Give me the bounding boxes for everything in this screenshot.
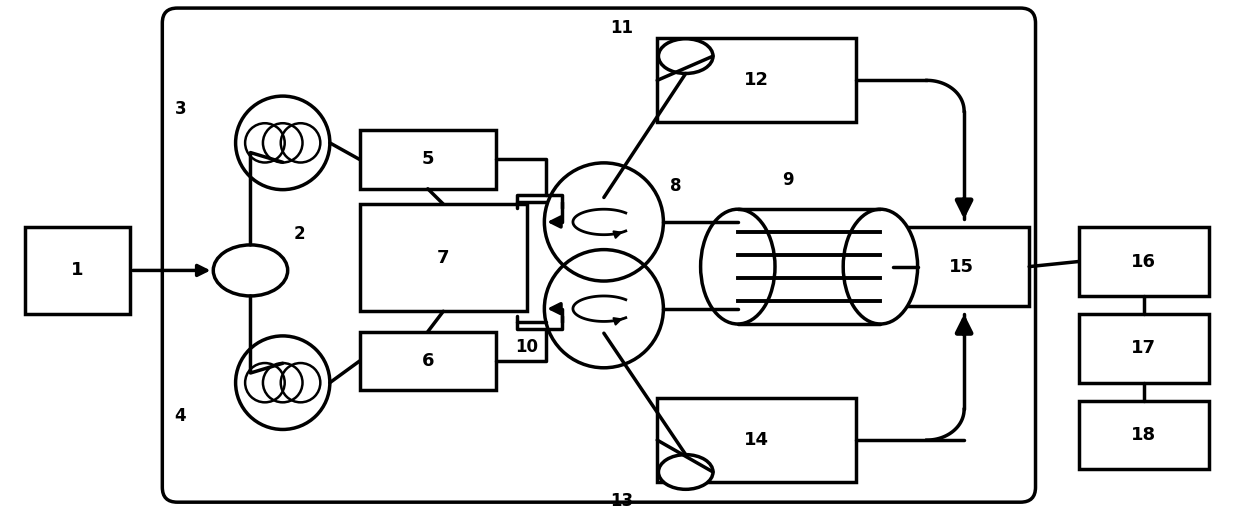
- Text: 17: 17: [1131, 339, 1157, 357]
- Bar: [360, 332, 496, 390]
- Ellipse shape: [658, 454, 713, 489]
- Text: 16: 16: [1131, 252, 1157, 270]
- Text: 3: 3: [175, 100, 186, 118]
- Bar: [360, 130, 496, 189]
- Ellipse shape: [701, 209, 775, 324]
- Text: 12: 12: [744, 71, 769, 89]
- Text: 18: 18: [1131, 426, 1157, 444]
- Bar: [657, 38, 856, 122]
- Text: 5: 5: [422, 151, 434, 169]
- Bar: [25, 227, 130, 314]
- Text: 8: 8: [670, 177, 681, 195]
- Text: 13: 13: [610, 492, 634, 510]
- Text: 7: 7: [436, 249, 450, 267]
- Text: 10: 10: [515, 338, 538, 356]
- Text: 1: 1: [71, 262, 84, 280]
- Text: 2: 2: [294, 225, 305, 244]
- Ellipse shape: [213, 245, 288, 296]
- Text: 6: 6: [422, 352, 434, 370]
- Ellipse shape: [658, 39, 713, 74]
- Bar: [657, 398, 856, 482]
- Ellipse shape: [843, 209, 918, 324]
- Text: 14: 14: [744, 431, 769, 449]
- Text: 4: 4: [175, 407, 186, 425]
- Bar: [1079, 314, 1209, 383]
- Bar: [1079, 400, 1209, 469]
- Bar: [893, 227, 1029, 306]
- Text: 15: 15: [949, 258, 973, 276]
- Bar: [360, 204, 527, 311]
- Bar: [1079, 227, 1209, 296]
- Text: 9: 9: [782, 171, 794, 189]
- Text: 11: 11: [610, 19, 634, 37]
